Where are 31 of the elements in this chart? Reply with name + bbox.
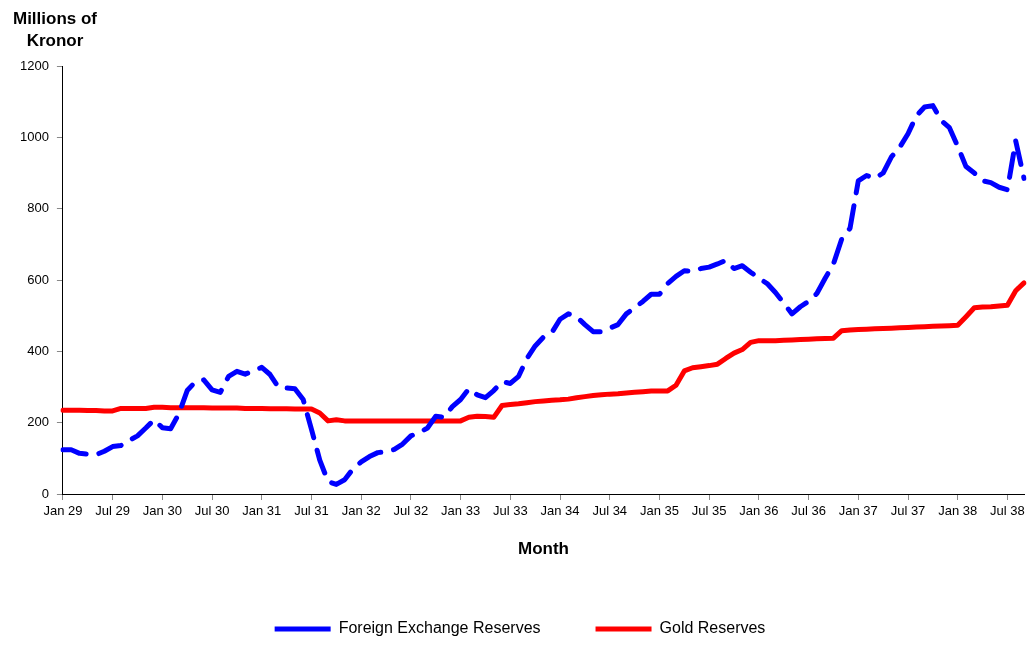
- x-tick-label: Jul 33: [492, 503, 528, 519]
- legend-label: Gold Reserves: [659, 619, 766, 637]
- y-tick-label: 400: [27, 342, 49, 358]
- y-tick-label: 800: [27, 200, 49, 216]
- y-tick-label: 1200: [20, 57, 49, 73]
- x-tick-label: Jul 36: [791, 503, 826, 519]
- x-tick-label: Jul 29: [95, 503, 130, 519]
- x-tick-label: Jan 31: [242, 503, 282, 519]
- x-tick-label: Jan 37: [838, 503, 878, 519]
- x-tick-label: Jan 38: [938, 503, 978, 519]
- x-tick-label: Jul 38: [990, 503, 1025, 519]
- y-tick-label: 200: [27, 414, 49, 430]
- legend-label: Foreign Exchange Reserves: [338, 619, 541, 637]
- x-tick-label: Jan 33: [441, 503, 481, 519]
- x-tick-label: Jul 37: [890, 503, 926, 519]
- x-tick-label: Jan 29: [43, 503, 83, 519]
- x-axis-title: Month: [517, 539, 569, 559]
- y-tick-label: 0: [41, 485, 49, 501]
- x-tick-label: Jul 31: [294, 503, 329, 519]
- x-tick-label: Jul 35: [691, 503, 727, 519]
- x-tick-label: Jan 34: [540, 503, 580, 519]
- x-tick-label: Jan 36: [739, 503, 779, 519]
- y-tick-label: 1000: [20, 128, 49, 144]
- x-tick-label: Jan 35: [639, 503, 679, 519]
- x-tick-label: Jan 32: [341, 503, 381, 519]
- x-tick-label: Jul 34: [592, 503, 628, 519]
- y-axis-title: Millions of Kronor: [11, 8, 98, 52]
- x-tick-label: Jul 32: [393, 503, 429, 519]
- y-tick-label: 600: [27, 271, 49, 287]
- x-tick-label: Jan 30: [142, 503, 182, 519]
- x-tick-label: Jul 30: [194, 503, 230, 519]
